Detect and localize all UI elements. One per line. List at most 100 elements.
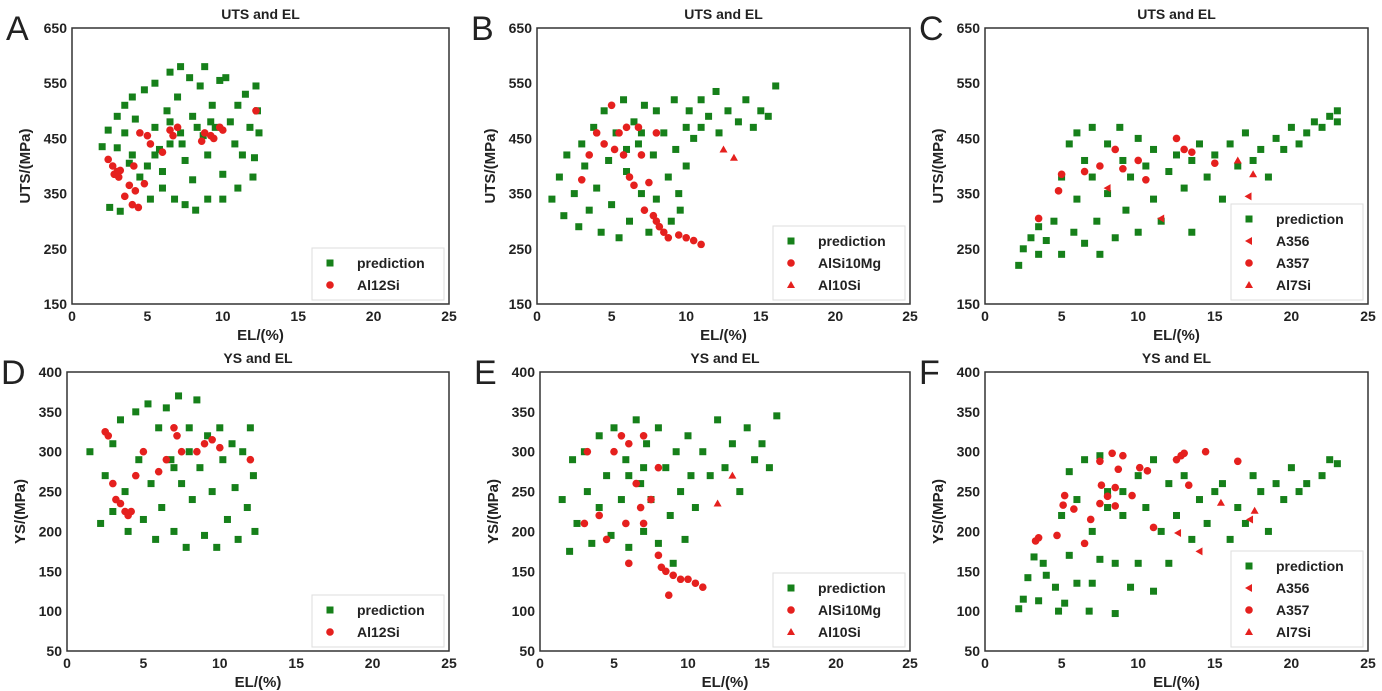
legend-label: A356	[1276, 580, 1310, 596]
data-point	[177, 447, 186, 456]
data-point	[1070, 228, 1078, 236]
data-point	[728, 471, 737, 479]
data-point	[1303, 480, 1311, 488]
data-point	[758, 440, 766, 448]
data-point	[186, 74, 194, 82]
legend-marker	[787, 628, 795, 635]
data-point	[1157, 527, 1165, 535]
data-point	[597, 228, 605, 236]
data-point	[173, 431, 181, 440]
data-point	[116, 416, 124, 424]
data-point	[1128, 491, 1136, 500]
data-point	[632, 416, 640, 424]
legend: prediction AlSi10Mg Al10Si	[772, 225, 906, 301]
data-point	[697, 96, 705, 104]
data-point	[715, 129, 723, 137]
x-tick-label: 0	[63, 655, 71, 671]
data-point	[1165, 480, 1173, 488]
x-tick-label: 20	[1284, 308, 1300, 324]
data-point	[1111, 610, 1119, 618]
data-point	[625, 439, 633, 448]
data-point	[1157, 217, 1165, 225]
plot-frame	[536, 27, 911, 305]
legend-label: A356	[1276, 233, 1310, 249]
panel-f: F YS and EL 0 5 10 15 20 25 50 100 150 200 250 300 350…	[919, 350, 1376, 691]
data-point	[577, 176, 586, 184]
data-point	[1195, 547, 1203, 556]
data-point	[163, 107, 171, 115]
data-point	[569, 456, 577, 464]
data-point	[182, 543, 190, 551]
data-point	[155, 145, 163, 153]
plot-frame	[71, 27, 450, 305]
legend-marker	[787, 281, 795, 288]
data-point	[610, 424, 618, 432]
legend: prediction A356 A357 Al7Si	[1230, 203, 1364, 301]
y-tick-label: 350	[44, 186, 68, 202]
data-point	[104, 155, 112, 164]
legend-marker	[1245, 562, 1253, 570]
data-point	[1233, 457, 1242, 466]
y-tick-label: 650	[44, 20, 68, 36]
data-point	[140, 86, 148, 94]
data-point	[1142, 504, 1150, 512]
panel-d: D YS and EL 0 5 10 15 20 25 50 100 150 200 250 300 350…	[1, 350, 457, 691]
data-point	[1173, 151, 1180, 159]
data-point	[1180, 145, 1188, 154]
data-point	[1065, 140, 1073, 148]
y-tick-label: 250	[957, 241, 981, 257]
legend-box	[772, 572, 906, 648]
data-point	[548, 195, 556, 203]
data-point	[736, 488, 744, 496]
data-point	[645, 228, 653, 236]
data-point	[1150, 587, 1158, 595]
data-point	[625, 173, 634, 181]
data-point	[125, 159, 133, 167]
data-point	[1073, 579, 1081, 587]
y-tick-label: 50	[964, 643, 980, 659]
data-point	[1057, 170, 1066, 179]
data-point	[143, 131, 152, 140]
data-point	[647, 495, 655, 504]
data-point	[585, 206, 593, 214]
data-point	[246, 455, 255, 464]
data-point	[1188, 148, 1196, 156]
x-tick-label: 10	[212, 655, 228, 671]
data-point	[193, 123, 201, 131]
data-point	[1059, 501, 1067, 509]
data-point	[1088, 579, 1096, 587]
data-point	[116, 207, 124, 215]
data-point	[563, 151, 571, 159]
data-point	[637, 190, 645, 198]
panel-b: B UTS and EL 0 5 10 15 20 25 150 250 350 450 550 650 E…	[471, 6, 918, 344]
data-point	[174, 93, 182, 101]
data-point	[108, 162, 117, 170]
data-point	[188, 496, 196, 504]
data-point	[652, 195, 660, 203]
x-tick-label: 10	[678, 308, 694, 324]
data-point	[1096, 555, 1104, 563]
data-point	[213, 543, 221, 551]
data-point	[1149, 523, 1158, 532]
data-point	[114, 173, 123, 181]
data-point	[185, 448, 193, 456]
panel-a: A UTS and EL 0 5 10 15 20 25 150 250 350 450 550 650 E…	[6, 6, 457, 344]
data-point	[132, 408, 140, 416]
y-tick-label: 350	[39, 404, 63, 420]
data-point	[1249, 472, 1257, 480]
data-point	[607, 101, 616, 110]
data-point	[636, 503, 645, 512]
data-point	[558, 496, 566, 504]
data-point	[181, 201, 189, 209]
data-point	[1244, 192, 1252, 201]
data-point	[1134, 228, 1142, 236]
y-axis-label: YS/(MPa)	[485, 479, 502, 544]
data-point	[649, 151, 657, 159]
legend-label: A357	[1276, 255, 1310, 271]
y-tick-label: 450	[957, 130, 981, 146]
data-point	[687, 472, 695, 480]
data-point	[1104, 140, 1112, 148]
data-point	[170, 464, 178, 472]
data-point	[669, 559, 677, 567]
data-point	[139, 515, 147, 523]
